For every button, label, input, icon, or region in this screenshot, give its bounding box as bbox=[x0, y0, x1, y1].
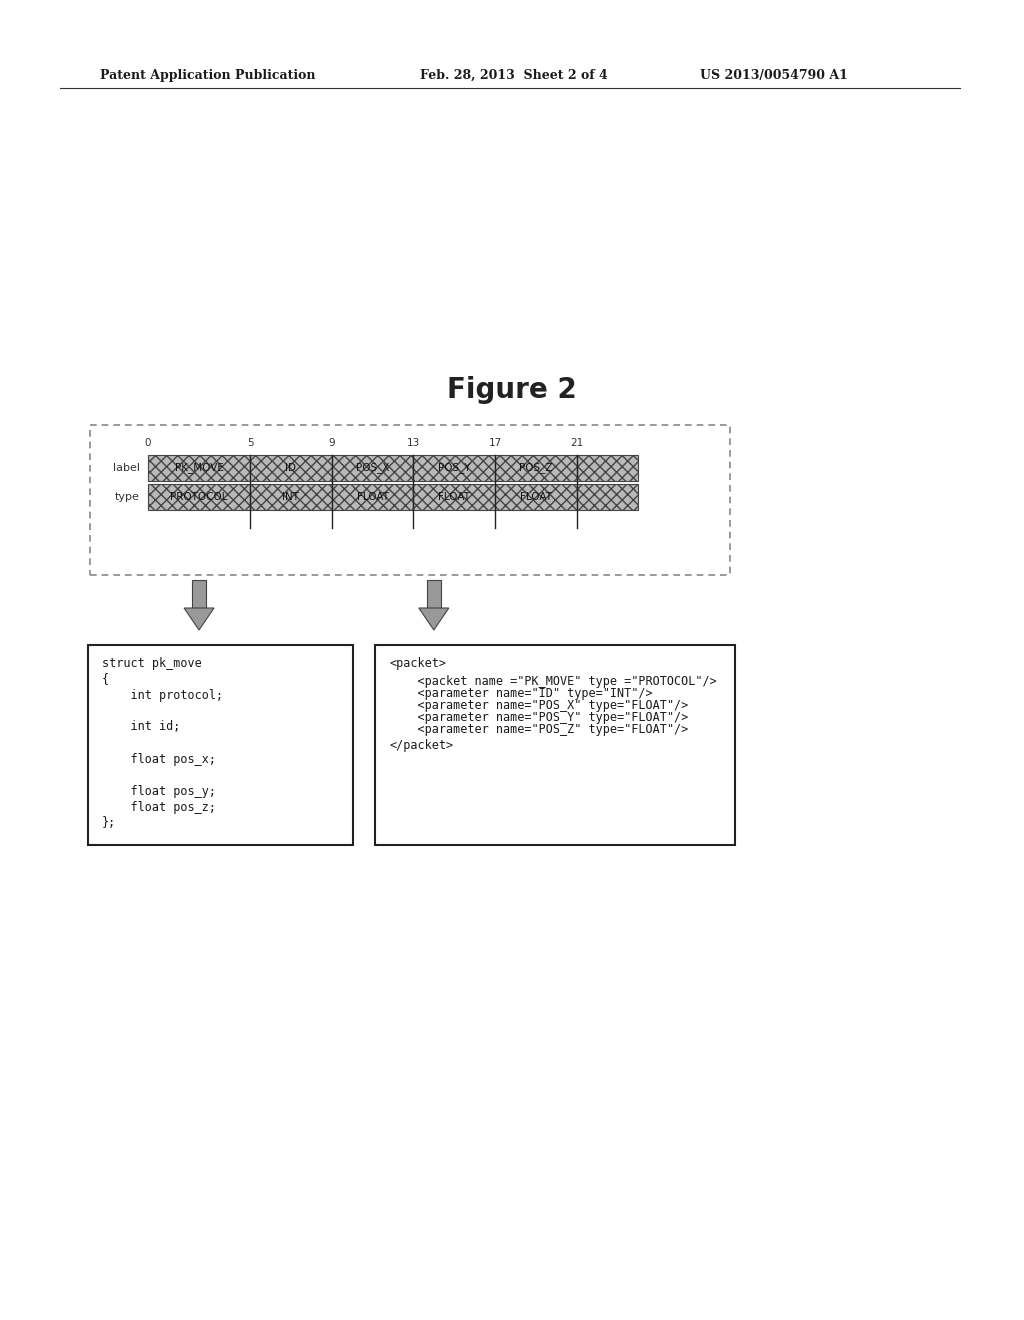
Text: int id;: int id; bbox=[102, 721, 180, 734]
Text: Patent Application Publication: Patent Application Publication bbox=[100, 69, 315, 82]
Text: 21: 21 bbox=[570, 438, 584, 447]
Bar bbox=[250, 484, 332, 510]
Bar bbox=[148, 455, 250, 480]
Text: FLOAT: FLOAT bbox=[438, 492, 470, 502]
Text: 0: 0 bbox=[144, 438, 152, 447]
Text: type: type bbox=[115, 492, 140, 502]
Bar bbox=[88, 645, 353, 845]
Text: float pos_x;: float pos_x; bbox=[102, 752, 216, 766]
Bar bbox=[495, 455, 577, 480]
Text: <parameter name="POS_X" type="FLOAT"/>: <parameter name="POS_X" type="FLOAT"/> bbox=[389, 698, 688, 711]
Text: INT: INT bbox=[283, 492, 299, 502]
Polygon shape bbox=[419, 609, 449, 630]
Text: <parameter name="POS_Y" type="FLOAT"/>: <parameter name="POS_Y" type="FLOAT"/> bbox=[389, 710, 688, 723]
Text: struct pk_move: struct pk_move bbox=[102, 656, 202, 669]
Text: 17: 17 bbox=[488, 438, 502, 447]
Bar bbox=[193, 579, 206, 609]
Text: US 2013/0054790 A1: US 2013/0054790 A1 bbox=[700, 69, 848, 82]
Text: int protocol;: int protocol; bbox=[102, 689, 223, 701]
Text: PK_MOVE: PK_MOVE bbox=[175, 462, 223, 474]
Text: FLOAT: FLOAT bbox=[520, 492, 552, 502]
Bar bbox=[148, 484, 250, 510]
Bar bbox=[250, 455, 332, 480]
Bar bbox=[427, 579, 441, 609]
Bar bbox=[332, 455, 414, 480]
Text: <parameter name="POS_Z" type="FLOAT"/>: <parameter name="POS_Z" type="FLOAT"/> bbox=[389, 722, 688, 735]
Bar bbox=[577, 455, 638, 480]
Text: Feb. 28, 2013  Sheet 2 of 4: Feb. 28, 2013 Sheet 2 of 4 bbox=[420, 69, 608, 82]
Text: FLOAT: FLOAT bbox=[356, 492, 388, 502]
Bar bbox=[90, 425, 730, 576]
Text: </packet>: </packet> bbox=[389, 738, 454, 751]
Bar bbox=[332, 484, 414, 510]
Text: <packet name ="PK_MOVE" type ="PROTOCOL"/>: <packet name ="PK_MOVE" type ="PROTOCOL"… bbox=[389, 675, 717, 688]
Text: 13: 13 bbox=[407, 438, 420, 447]
Text: <parameter name="ID" type="INT"/>: <parameter name="ID" type="INT"/> bbox=[389, 686, 652, 700]
Text: <packet>: <packet> bbox=[389, 656, 446, 669]
Text: };: }; bbox=[102, 817, 117, 829]
Bar bbox=[495, 484, 577, 510]
Text: label: label bbox=[113, 463, 140, 473]
Text: POS_X: POS_X bbox=[355, 462, 389, 474]
Text: POS_Y: POS_Y bbox=[438, 462, 471, 474]
Polygon shape bbox=[184, 609, 214, 630]
Text: PROTOCOL: PROTOCOL bbox=[170, 492, 227, 502]
Text: float pos_y;: float pos_y; bbox=[102, 784, 216, 797]
Text: ID: ID bbox=[286, 463, 296, 473]
Text: 5: 5 bbox=[247, 438, 253, 447]
Bar bbox=[577, 484, 638, 510]
Bar bbox=[375, 645, 735, 845]
Text: 9: 9 bbox=[329, 438, 335, 447]
Text: POS_Z: POS_Z bbox=[519, 462, 553, 474]
Bar bbox=[414, 455, 495, 480]
Text: float pos_z;: float pos_z; bbox=[102, 800, 216, 813]
Text: Figure 2: Figure 2 bbox=[447, 376, 577, 404]
Bar bbox=[414, 484, 495, 510]
Text: {: { bbox=[102, 672, 110, 685]
